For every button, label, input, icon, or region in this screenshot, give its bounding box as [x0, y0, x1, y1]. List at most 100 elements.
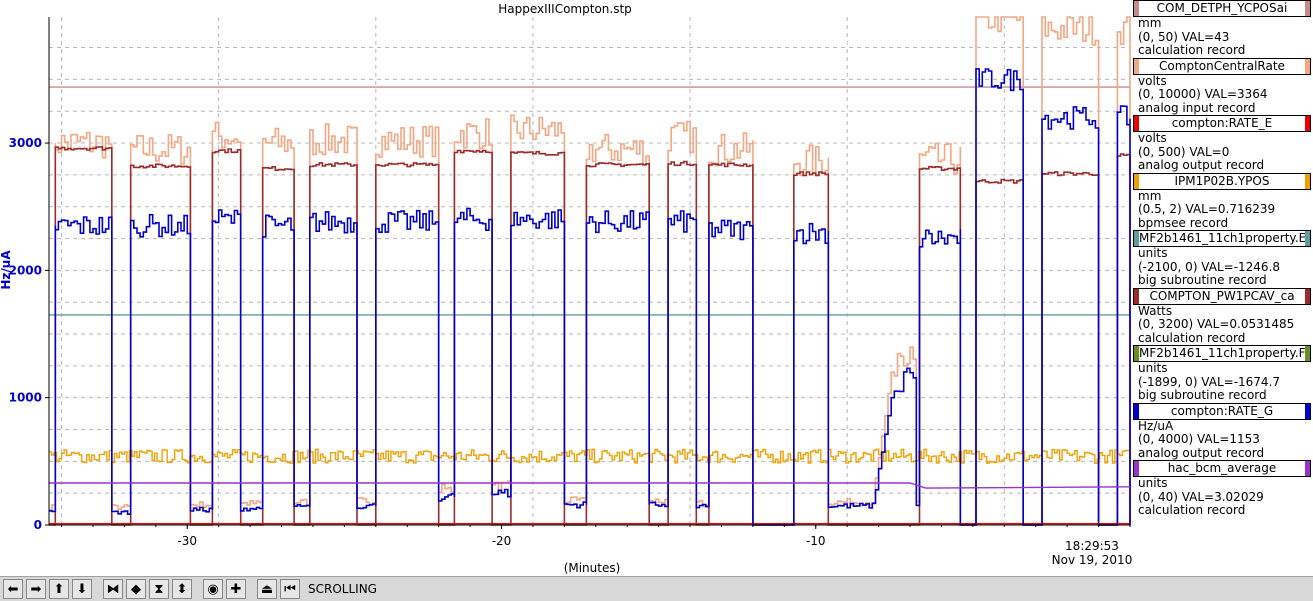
- legend-color-bar: [1305, 58, 1310, 74]
- pan-left-icon[interactable]: ⬅: [3, 579, 23, 599]
- legend: COM_DETPH_YCPOSai mm (0, 50) VAL=43 calcula…: [1133, 0, 1313, 517]
- legend-line1: Watts: [1138, 303, 1173, 318]
- legend-entry[interactable]: ComptonCentralRate volts (0, 10000) VAL=33…: [1133, 57, 1313, 116]
- legend-color-bar: [1305, 403, 1310, 419]
- y-tick-label: 1000: [9, 391, 42, 405]
- legend-line2: (0, 4000) VAL=1153: [1138, 432, 1260, 446]
- legend-line2: (0, 3200) VAL=0.0531485: [1138, 317, 1295, 331]
- legend-swatch[interactable]: COM_DETPH_YCPOSai: [1133, 0, 1311, 17]
- x-tick-label: -20: [492, 534, 512, 548]
- legend-line2: (0, 50) VAL=43: [1138, 29, 1230, 44]
- legend-color-bar: [1134, 1, 1139, 16]
- legend-color-bar: [1305, 288, 1310, 304]
- legend-entry[interactable]: IPM1P02B.YPOS mm (0.5, 2) VAL=0.716239 bpms…: [1133, 172, 1313, 231]
- legend-line1: units: [1138, 476, 1168, 490]
- legend-color-bar: [1305, 231, 1310, 246]
- legend-color-bar: [1134, 288, 1139, 304]
- zoom-out-x-icon[interactable]: ◆: [126, 579, 146, 599]
- x-tick-label: -10: [806, 534, 826, 548]
- zoom-in-x-icon[interactable]: ⧓: [103, 579, 123, 599]
- legend-swatch[interactable]: compton:RATE_G: [1133, 402, 1311, 420]
- legend-series-name: compton:RATE_E: [1139, 116, 1305, 131]
- legend-line2: (0, 500) VAL=0: [1138, 144, 1230, 159]
- legend-line3: big subroutine record: [1138, 273, 1267, 287]
- y-tick-label: 0: [34, 518, 42, 532]
- series-line-compton-rate-g: [49, 68, 1131, 526]
- legend-line2: (-2100, 0) VAL=-1246.8: [1138, 259, 1281, 274]
- zoom-out-y-icon[interactable]: ⬍: [172, 579, 192, 599]
- date-label: Nov 19, 2010: [1052, 553, 1133, 567]
- toolbar-separator: [246, 579, 254, 599]
- auto-scale-icon[interactable]: ◉: [203, 579, 223, 599]
- legend-swatch[interactable]: IPM1P02B.YPOS: [1133, 172, 1311, 190]
- legend-entry[interactable]: COMPTON_PW1PCAV_ca Watts (0, 3200) VAL=0.0…: [1133, 287, 1313, 346]
- time-label: 18:29:53: [1065, 539, 1119, 553]
- legend-swatch[interactable]: compton:RATE_E: [1133, 115, 1311, 132]
- pan-right-icon[interactable]: ➡: [26, 579, 46, 599]
- legend-color-bar: [1134, 346, 1139, 361]
- series-line-compton-pw1pcav-ca: [49, 146, 1131, 526]
- legend-swatch[interactable]: MF2b1461_11ch1property.E: [1133, 230, 1311, 247]
- legend-series-name: IPM1P02B.YPOS: [1139, 173, 1305, 189]
- legend-entry[interactable]: MF2b1461_11ch1property.F units (-1899, 0) …: [1133, 345, 1313, 403]
- legend-color-bar: [1305, 346, 1310, 361]
- legend-line3: analog output record: [1138, 445, 1265, 460]
- series-layer: [49, 16, 1131, 526]
- legend-line3: calculation record: [1138, 330, 1246, 345]
- legend-color-bar: [1305, 173, 1310, 189]
- legend-entry[interactable]: compton:RATE_G Hz/uA (0, 4000) VAL=1153 ana…: [1133, 402, 1313, 461]
- series-line-ipm1p02b-ypos: [49, 448, 1131, 464]
- zoom-in-y-icon[interactable]: ⧗: [149, 579, 169, 599]
- x-tick-label: -30: [177, 534, 197, 548]
- legend-line1: mm: [1138, 16, 1162, 30]
- series-line-hac-bcm-average: [49, 482, 1131, 489]
- legend-swatch[interactable]: ComptonCentralRate: [1133, 57, 1311, 75]
- legend-line3: big subroutine record: [1138, 388, 1267, 402]
- legend-entry[interactable]: compton:RATE_E volts (0, 500) VAL=0 analog …: [1133, 115, 1313, 173]
- chart-area[interactable]: 0 1000 2000 3000 -30 -20 -10 HappexIIICompton.…: [0, 0, 1133, 576]
- stop-scroll-icon[interactable]: ⏮: [280, 579, 300, 599]
- legend-line1: units: [1138, 246, 1168, 260]
- legend-line1: units: [1138, 361, 1168, 375]
- series-line-comptoncentralrate: [49, 16, 1131, 526]
- legend-line3: calculation record: [1138, 503, 1246, 517]
- legend-swatch[interactable]: MF2b1461_11ch1property.F: [1133, 345, 1311, 362]
- legend-series-name: MF2b1461_11ch1property.F: [1139, 346, 1305, 361]
- legend-series-name: COMPTON_PW1PCAV_ca: [1139, 288, 1305, 304]
- legend-line2: (0.5, 2) VAL=0.716239: [1138, 202, 1276, 216]
- legend-series-name: COM_DETPH_YCPOSai: [1139, 1, 1305, 16]
- chart-title: HappexIIICompton.stp: [498, 2, 632, 16]
- add-pv-icon[interactable]: ✚: [226, 579, 246, 599]
- toolbar-separator: [92, 579, 100, 599]
- pan-up-icon[interactable]: ⬆: [49, 579, 69, 599]
- legend-line3: calculation record: [1138, 43, 1246, 57]
- toolbar: ⬅ ➡ ⬆ ⬇ ⧓ ◆ ⧗ ⬍ ◉ ✚ ⏏ ⏮ SCROLLING: [0, 576, 1313, 601]
- legend-color-bar: [1305, 116, 1310, 131]
- legend-swatch[interactable]: hac_bcm_average: [1133, 460, 1311, 477]
- legend-color-bar: [1305, 461, 1310, 476]
- grid-layer: [49, 17, 1130, 525]
- legend-series-name: compton:RATE_G: [1139, 403, 1305, 419]
- legend-color-bar: [1134, 403, 1139, 419]
- toolbar-buttons: ⬅ ➡ ⬆ ⬇ ⧓ ◆ ⧗ ⬍ ◉ ✚ ⏏ ⏮: [0, 579, 300, 599]
- legend-color-bar: [1134, 58, 1139, 74]
- legend-entry[interactable]: COM_DETPH_YCPOSai mm (0, 50) VAL=43 calcula…: [1133, 0, 1313, 58]
- y-axis-label: Hz/uA: [0, 250, 13, 290]
- legend-entry[interactable]: MF2b1461_11ch1property.E units (-2100, 0) …: [1133, 230, 1313, 288]
- legend-line1: volts: [1138, 73, 1167, 88]
- legend-line3: analog input record: [1138, 100, 1256, 115]
- pan-down-icon[interactable]: ⬇: [72, 579, 92, 599]
- legend-series-name: hac_bcm_average: [1139, 461, 1305, 476]
- legend-line1: volts: [1138, 131, 1167, 145]
- legend-color-bar: [1134, 173, 1139, 189]
- legend-entry[interactable]: hac_bcm_average units (0, 40) VAL=3.02029 c…: [1133, 460, 1313, 518]
- legend-line2: (0, 40) VAL=3.02029: [1138, 489, 1264, 504]
- legend-color-bar: [1134, 116, 1139, 131]
- legend-color-bar: [1134, 231, 1139, 246]
- scrolling-status: SCROLLING: [308, 582, 377, 596]
- y-tick-label: 3000: [9, 136, 42, 150]
- toolbar-separator: [192, 579, 200, 599]
- toggle-scroll-icon[interactable]: ⏏: [257, 579, 277, 599]
- legend-swatch[interactable]: COMPTON_PW1PCAV_ca: [1133, 287, 1311, 305]
- y-tick-label: 2000: [9, 263, 42, 277]
